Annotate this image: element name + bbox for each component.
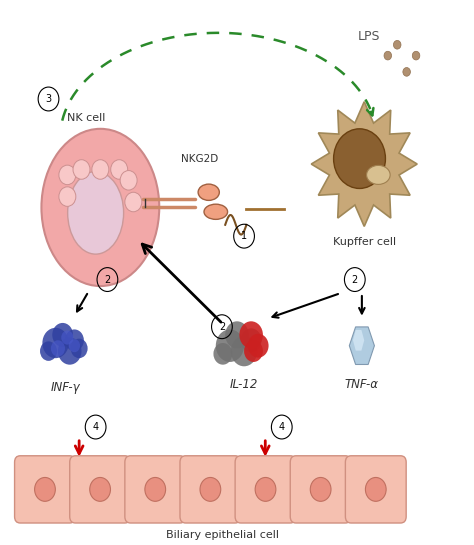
Circle shape <box>403 68 410 76</box>
Circle shape <box>412 51 420 60</box>
Circle shape <box>92 160 109 179</box>
Ellipse shape <box>204 204 228 219</box>
Circle shape <box>200 477 221 501</box>
FancyBboxPatch shape <box>70 456 130 523</box>
Circle shape <box>255 477 276 501</box>
Text: INF-γ: INF-γ <box>50 381 80 394</box>
Circle shape <box>334 129 385 189</box>
Ellipse shape <box>41 129 159 286</box>
Circle shape <box>69 339 80 352</box>
Circle shape <box>241 328 262 352</box>
Polygon shape <box>349 327 374 365</box>
Circle shape <box>145 477 165 501</box>
Circle shape <box>239 322 263 348</box>
Circle shape <box>310 477 331 501</box>
Text: 4: 4 <box>279 422 285 432</box>
Circle shape <box>73 160 90 179</box>
Text: 1: 1 <box>241 231 247 241</box>
Circle shape <box>125 192 142 212</box>
Circle shape <box>120 171 137 190</box>
Circle shape <box>90 477 110 501</box>
Text: TNF-α: TNF-α <box>345 378 379 391</box>
Text: NKG2D: NKG2D <box>181 154 218 164</box>
FancyBboxPatch shape <box>180 456 241 523</box>
Text: Kupffer cell: Kupffer cell <box>333 237 396 247</box>
FancyBboxPatch shape <box>346 456 406 523</box>
FancyBboxPatch shape <box>15 456 75 523</box>
Circle shape <box>61 330 73 344</box>
Circle shape <box>58 337 82 365</box>
Circle shape <box>384 51 392 60</box>
Circle shape <box>248 334 269 358</box>
Text: Biliary epithelial cell: Biliary epithelial cell <box>166 530 279 540</box>
Text: 3: 3 <box>46 94 52 104</box>
Text: 2: 2 <box>352 275 358 284</box>
Circle shape <box>213 343 232 365</box>
Text: 2: 2 <box>219 322 225 332</box>
Circle shape <box>52 323 73 347</box>
Text: 2: 2 <box>104 275 110 284</box>
FancyBboxPatch shape <box>290 456 351 523</box>
Circle shape <box>244 340 263 362</box>
Text: 4: 4 <box>92 422 99 432</box>
Circle shape <box>393 40 401 49</box>
Circle shape <box>111 160 128 179</box>
Circle shape <box>35 477 55 501</box>
FancyBboxPatch shape <box>125 456 186 523</box>
Circle shape <box>40 341 57 361</box>
Circle shape <box>216 329 244 362</box>
Circle shape <box>42 328 69 358</box>
Circle shape <box>225 322 249 348</box>
Circle shape <box>71 338 88 358</box>
Ellipse shape <box>68 172 124 254</box>
Circle shape <box>59 187 76 207</box>
Ellipse shape <box>198 184 219 201</box>
Circle shape <box>59 165 76 185</box>
Polygon shape <box>311 102 417 226</box>
Text: LPS: LPS <box>358 30 380 43</box>
Text: NK cell: NK cell <box>67 113 105 123</box>
Ellipse shape <box>366 166 390 184</box>
Polygon shape <box>353 330 364 350</box>
Text: IL-12: IL-12 <box>230 378 258 391</box>
FancyBboxPatch shape <box>235 456 296 523</box>
Circle shape <box>365 477 386 501</box>
Circle shape <box>51 340 65 356</box>
Circle shape <box>231 336 257 366</box>
Circle shape <box>65 329 84 351</box>
